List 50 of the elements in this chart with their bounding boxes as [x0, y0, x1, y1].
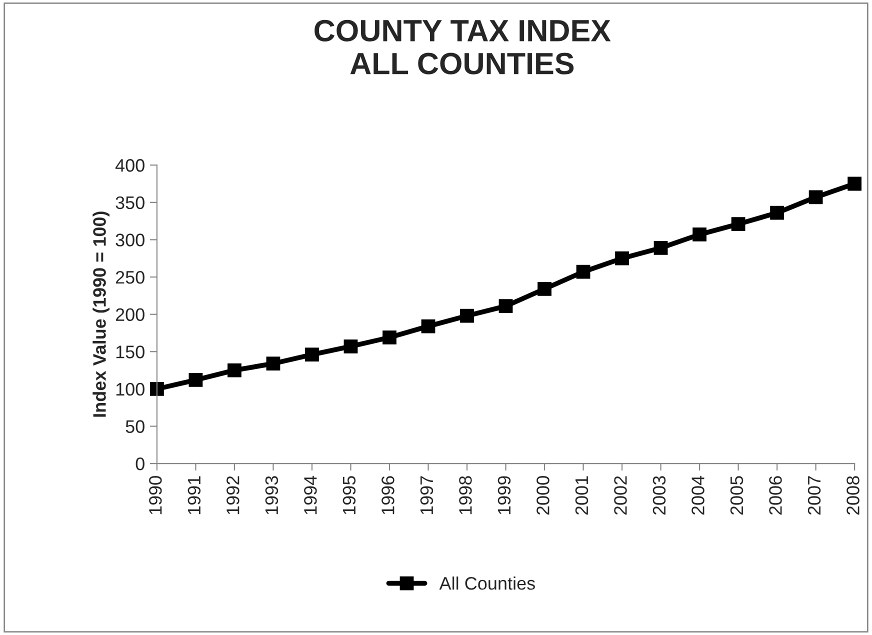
point: [382, 330, 396, 344]
point: [615, 251, 629, 266]
point: [266, 356, 280, 371]
x-tick-label: 2001: [575, 476, 588, 515]
x-tick-label: 2007: [808, 476, 821, 515]
point: [460, 308, 474, 323]
chart-title: COUNTY TAX INDEX ALL COUNTIES: [314, 20, 611, 74]
point: [150, 382, 164, 396]
x-tick-label: 1999: [498, 476, 511, 514]
y-tick-label: 400: [115, 159, 144, 172]
point: [692, 228, 706, 242]
point: [305, 348, 319, 362]
y-tick-label: 0: [136, 457, 144, 470]
y-tick-label: 100: [116, 382, 144, 396]
y-tick-label: 200: [116, 308, 144, 322]
x-tick-label: 1996: [382, 476, 394, 514]
x-tick-label: 2006: [769, 476, 782, 515]
point: [498, 299, 513, 314]
point: [576, 264, 590, 279]
point: [228, 363, 242, 378]
x-tick-label: 2005: [730, 476, 744, 515]
x-tick-label: 1998: [459, 476, 472, 514]
y-tick-label: 50: [126, 420, 144, 433]
y-tick-label: 300: [116, 234, 144, 246]
point: [188, 373, 203, 387]
x-tick-label: 2000: [536, 476, 550, 515]
x-tick-label: 1994: [304, 476, 317, 514]
point: [421, 319, 436, 334]
point: [848, 176, 862, 191]
y-tick-label: 350: [116, 196, 144, 210]
x-tick-label: 2003: [652, 476, 666, 515]
y-tick-label: 250: [116, 270, 144, 284]
point: [344, 339, 358, 354]
x-tick-label: 2002: [614, 476, 627, 515]
point: [538, 282, 552, 296]
x-tick-label: 1995: [342, 476, 356, 514]
x-tick-label: 1991: [188, 476, 201, 514]
x-tick-label: 1990: [149, 476, 162, 514]
x-tick-label: 1993: [265, 476, 278, 514]
y-tick-label: 150: [116, 346, 144, 358]
point: [770, 206, 784, 220]
x-tick-label: 1997: [420, 476, 434, 514]
legend-label: All Counties: [439, 576, 535, 590]
x-tick-label: 1992: [226, 476, 240, 514]
y-axis-title: Index Value (1990 = 100): [92, 212, 110, 417]
point: [654, 240, 668, 255]
x-tick-label: 2008: [846, 476, 860, 515]
point: [808, 190, 823, 204]
x-tick-label: 2004: [692, 476, 704, 515]
point: [731, 217, 746, 231]
